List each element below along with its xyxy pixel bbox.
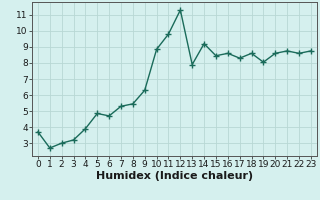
- X-axis label: Humidex (Indice chaleur): Humidex (Indice chaleur): [96, 171, 253, 181]
